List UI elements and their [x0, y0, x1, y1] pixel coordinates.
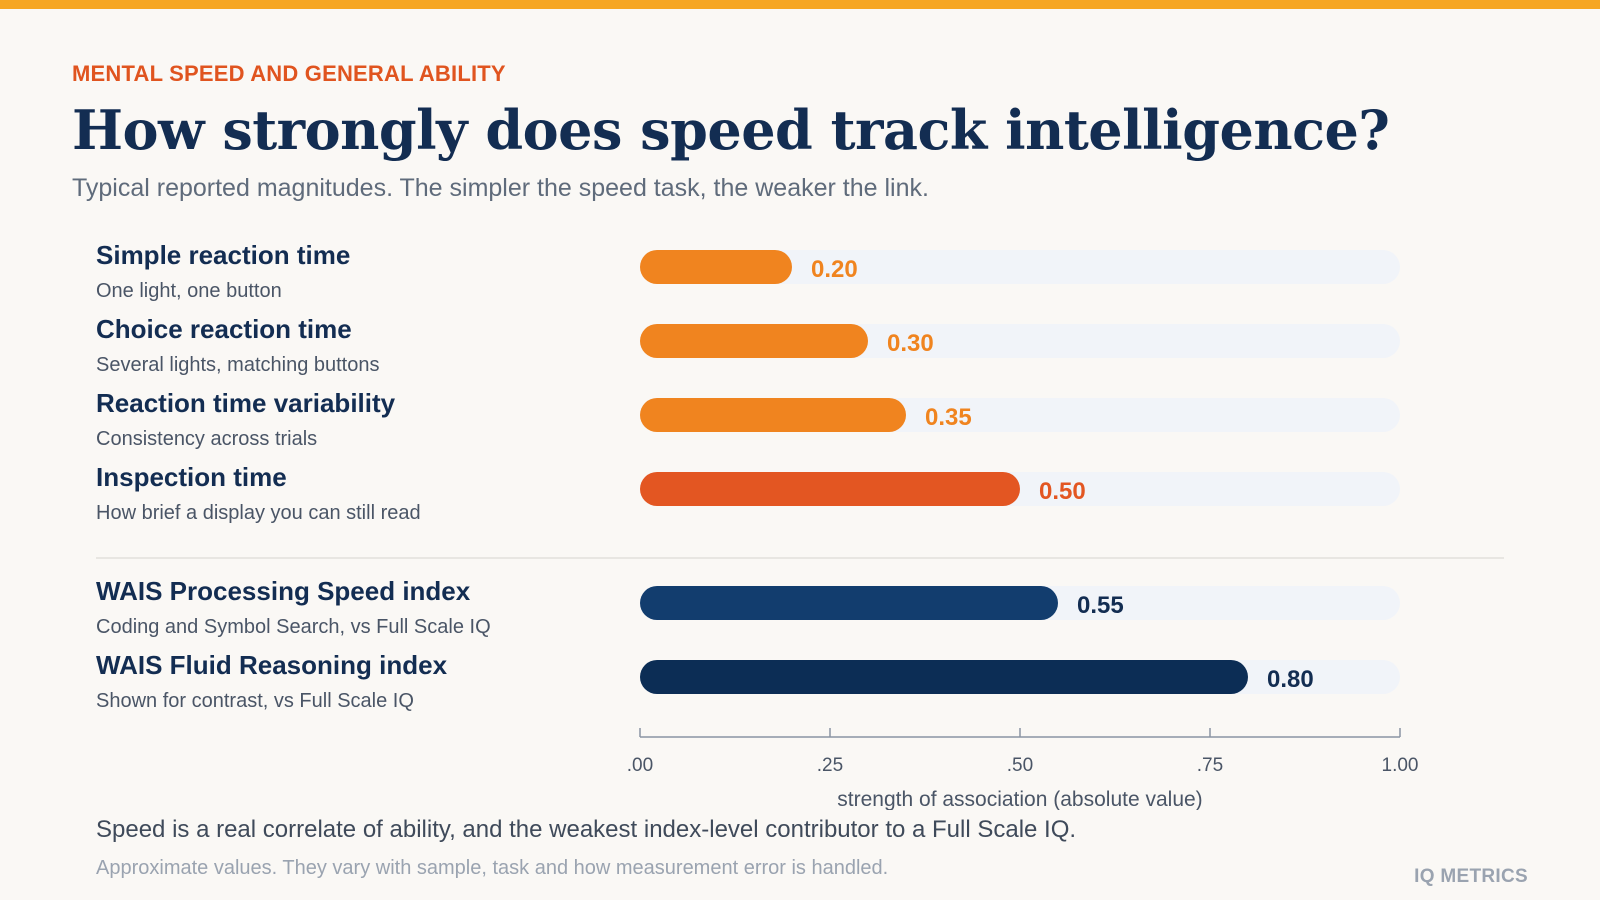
eyebrow-label: MENTAL SPEED AND GENERAL ABILITY — [72, 61, 506, 86]
bar — [640, 472, 1020, 506]
row-description: How brief a display you can still read — [96, 502, 421, 524]
row-description: Shown for contrast, vs Full Scale IQ — [96, 690, 414, 712]
x-axis: .00 .25 .50 .75 1.00 strength of association … — [627, 728, 1419, 810]
value-label: 0.30 — [887, 330, 934, 357]
value-label: 0.20 — [811, 256, 858, 283]
bar — [640, 660, 1248, 694]
bar-track — [640, 250, 1400, 284]
x-axis-title: strength of association (absolute value) — [837, 788, 1202, 810]
chart-row: Inspection time How brief a display you c… — [96, 462, 1400, 524]
chart-rows: Simple reaction time One light, one butto… — [96, 240, 1400, 712]
chart-row: Reaction time variability Consistency acr… — [96, 388, 1400, 450]
value-label: 0.55 — [1077, 592, 1124, 619]
row-label: Reaction time variability — [96, 388, 396, 418]
bar — [640, 398, 906, 432]
x-tick-label: .25 — [817, 755, 843, 776]
speed-intelligence-bar-chart: Simple reaction time One light, one butto… — [96, 240, 1504, 810]
chart-row: Choice reaction time Several lights, matc… — [96, 314, 1400, 376]
footnote-caveat: Approximate values. They vary with sampl… — [96, 857, 889, 879]
row-label: Inspection time — [96, 462, 287, 492]
row-description: One light, one button — [96, 280, 282, 302]
chart-row: WAIS Processing Speed index Coding and Sy… — [96, 576, 1400, 638]
bar — [640, 586, 1058, 620]
x-tick-label: 1.00 — [1382, 755, 1419, 776]
x-tick-label: .75 — [1197, 755, 1223, 776]
row-label: Simple reaction time — [96, 240, 350, 270]
row-description: Coding and Symbol Search, vs Full Scale … — [96, 616, 491, 638]
bar — [640, 250, 792, 284]
x-tick-label: .00 — [627, 755, 653, 776]
value-label: 0.80 — [1267, 666, 1314, 693]
brand-label: IQ METRICS — [1414, 866, 1528, 887]
x-tick-label: .50 — [1007, 755, 1033, 776]
chart-row: WAIS Fluid Reasoning index Shown for cont… — [96, 650, 1400, 712]
chart-row: Simple reaction time One light, one butto… — [96, 240, 1400, 302]
row-description: Consistency across trials — [96, 428, 317, 450]
row-label: WAIS Fluid Reasoning index — [96, 650, 448, 680]
page-subtitle: Typical reported magnitudes. The simpler… — [72, 174, 929, 202]
value-label: 0.35 — [925, 404, 972, 431]
page-title: How strongly does speed track intelligen… — [72, 98, 1390, 162]
value-label: 0.50 — [1039, 478, 1086, 505]
row-description: Several lights, matching buttons — [96, 354, 380, 376]
row-label: WAIS Processing Speed index — [96, 576, 471, 606]
bar — [640, 324, 868, 358]
row-label: Choice reaction time — [96, 314, 352, 344]
top-accent-bar — [0, 0, 1600, 9]
footnote-main: Speed is a real correlate of ability, an… — [96, 816, 1077, 843]
